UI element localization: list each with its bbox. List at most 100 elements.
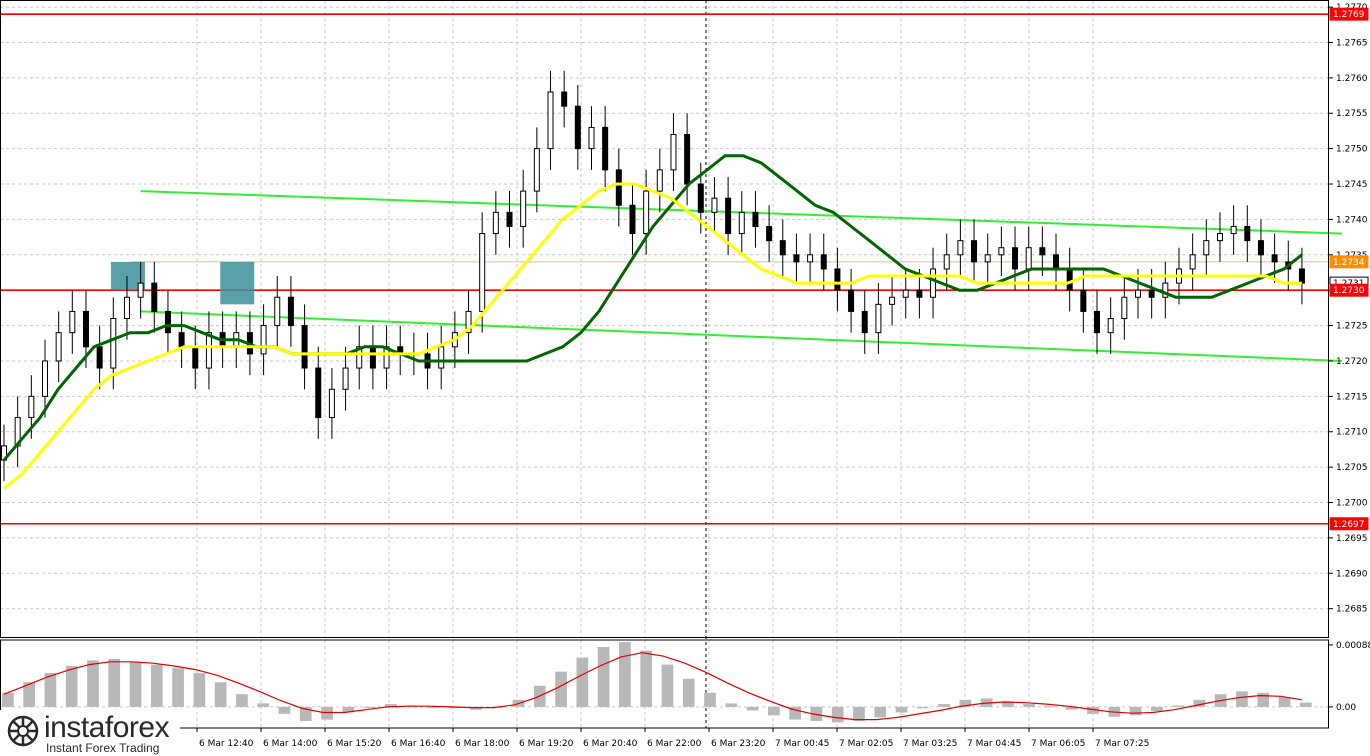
price-label-badge bbox=[1329, 517, 1369, 531]
histogram-bar bbox=[1278, 697, 1291, 707]
candle-body bbox=[752, 211, 759, 227]
price-tick-label: 1.2715 bbox=[1336, 392, 1368, 402]
histogram-bar bbox=[1193, 699, 1206, 707]
time-tick-label: 7 Mar 02:05 bbox=[839, 739, 893, 749]
histogram-bar bbox=[129, 661, 142, 707]
time-tick-label: 6 Mar 19:20 bbox=[519, 739, 574, 749]
histogram-bar bbox=[2, 692, 14, 707]
histogram-bar bbox=[1150, 706, 1163, 712]
candle-body bbox=[1203, 240, 1210, 256]
price-tick-label: 1.2760 bbox=[1336, 74, 1368, 84]
candle-body bbox=[793, 254, 800, 263]
price-label-badge bbox=[1329, 255, 1369, 269]
histogram-bar bbox=[1087, 706, 1099, 714]
price-label-text: 1.2697 bbox=[1333, 520, 1365, 530]
histogram-bar bbox=[959, 699, 972, 707]
signal-box bbox=[220, 261, 255, 305]
price-tick-label: 1.2725 bbox=[1336, 322, 1368, 332]
histogram-bar bbox=[938, 704, 950, 707]
candle-body bbox=[602, 126, 609, 171]
candle-body bbox=[1244, 225, 1251, 242]
candle-body bbox=[164, 310, 171, 334]
candle-body bbox=[670, 133, 677, 171]
price-tick-label: 1.2700 bbox=[1336, 499, 1368, 509]
candle-body bbox=[1066, 268, 1073, 291]
signal-boxes bbox=[110, 261, 255, 305]
candle-body bbox=[1121, 296, 1128, 319]
candle-body bbox=[779, 240, 786, 256]
price-tick-label: 1.2745 bbox=[1336, 180, 1368, 190]
candle-body bbox=[1134, 289, 1141, 298]
candle-body bbox=[1216, 233, 1223, 242]
price-label-text: 1.2734 bbox=[1333, 258, 1365, 268]
candle-body bbox=[465, 310, 472, 334]
candle-body bbox=[506, 211, 513, 227]
candle-body bbox=[834, 268, 841, 291]
candle-body bbox=[738, 211, 745, 235]
histogram-bar bbox=[172, 668, 184, 707]
oscillator-signal-line bbox=[3, 652, 1302, 721]
candle-body bbox=[615, 169, 622, 206]
histogram-bar bbox=[193, 673, 206, 707]
candle-body bbox=[533, 148, 540, 192]
candle-body bbox=[684, 133, 691, 185]
histogram-bar bbox=[1023, 704, 1036, 707]
candle-body bbox=[260, 325, 267, 355]
candle-body bbox=[438, 346, 445, 369]
candle-body bbox=[1148, 289, 1155, 298]
candle-body bbox=[998, 247, 1005, 256]
candle-body bbox=[1107, 318, 1114, 334]
candle-body bbox=[178, 332, 185, 348]
candle-body bbox=[1271, 254, 1278, 263]
histogram-bar bbox=[44, 673, 57, 707]
histogram-bar bbox=[555, 671, 567, 707]
candle-body bbox=[192, 346, 199, 369]
histogram-bar bbox=[87, 660, 99, 707]
histogram-bar bbox=[597, 647, 610, 707]
logo-text: instaforex bbox=[44, 711, 170, 744]
candle-body bbox=[1053, 254, 1060, 270]
histogram-bar bbox=[746, 706, 759, 711]
histogram-bar bbox=[65, 666, 78, 707]
logo-subtitle: Instant Forex Trading bbox=[46, 741, 160, 755]
histogram-bar bbox=[682, 678, 695, 707]
histogram-bar bbox=[1172, 705, 1184, 707]
oscillator-plot-border bbox=[0, 639, 1329, 729]
time-tick-label: 6 Mar 23:20 bbox=[711, 739, 766, 749]
histogram-bar bbox=[1129, 706, 1142, 716]
price-label-text: 1.2769 bbox=[1333, 10, 1365, 20]
candle-body bbox=[656, 169, 663, 192]
candle-body bbox=[902, 289, 909, 298]
price-label-badge bbox=[1329, 283, 1369, 297]
candle-body bbox=[479, 233, 486, 312]
time-tick-label: 6 Mar 14:00 bbox=[263, 739, 318, 749]
time-tick-label: 7 Mar 07:25 bbox=[1095, 739, 1149, 749]
candle-body bbox=[274, 296, 281, 327]
time-tick-label: 6 Mar 22:00 bbox=[647, 739, 702, 749]
candle-body bbox=[205, 332, 212, 369]
histogram-bar bbox=[1065, 706, 1078, 710]
histogram-bar bbox=[831, 706, 844, 723]
histogram-bar bbox=[23, 682, 35, 707]
histogram-bar bbox=[1002, 701, 1014, 707]
candle-body bbox=[1189, 254, 1196, 270]
time-tick-label: 7 Mar 00:45 bbox=[775, 739, 829, 749]
histogram-bar bbox=[874, 706, 887, 718]
histogram-bar bbox=[853, 706, 865, 721]
candle-body bbox=[328, 388, 335, 419]
time-tick-label: 6 Mar 12:40 bbox=[199, 739, 254, 749]
price-tick-label: 1.2705 bbox=[1336, 463, 1368, 473]
candle-body bbox=[889, 296, 896, 305]
histogram-bar bbox=[1257, 692, 1270, 707]
channel-line bbox=[140, 310, 1342, 362]
histogram-bar bbox=[895, 706, 908, 713]
candle-body bbox=[861, 310, 868, 334]
candle-body bbox=[315, 367, 322, 419]
time-tick-label: 6 Mar 20:40 bbox=[583, 739, 638, 749]
oscillator-axis: 0.00088 0.00 bbox=[1329, 641, 1370, 713]
candle-body bbox=[930, 268, 937, 298]
candle-body bbox=[1039, 247, 1046, 256]
